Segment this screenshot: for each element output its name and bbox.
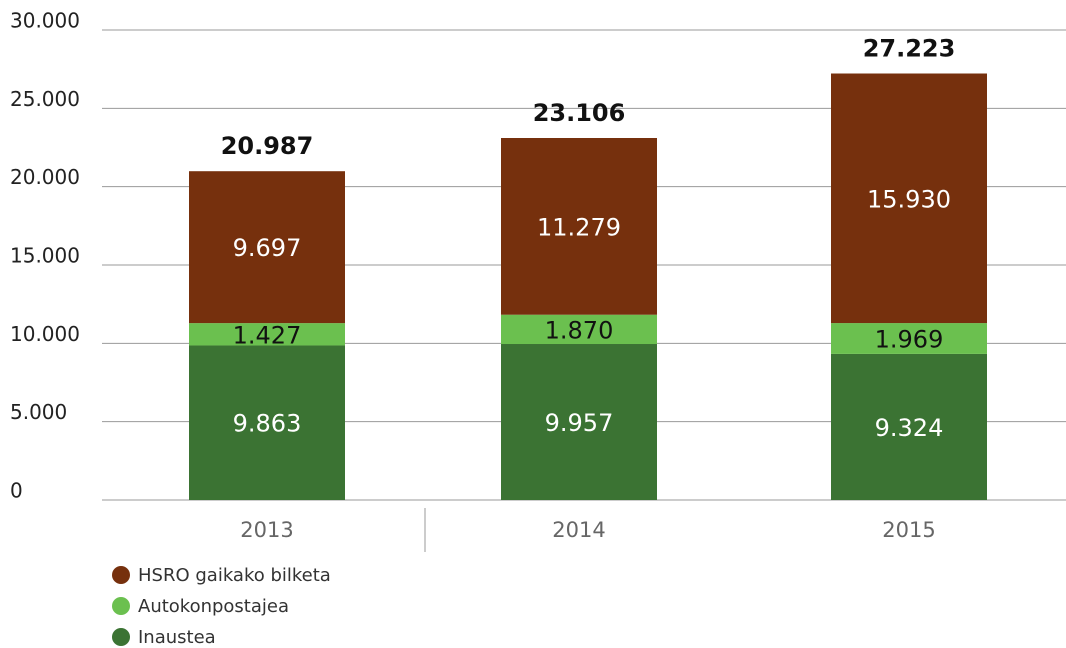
x-tick-label: 2014 xyxy=(552,518,605,542)
bar-segment xyxy=(831,323,987,354)
legend-swatch xyxy=(112,597,130,615)
y-tick-label: 10.000 xyxy=(10,322,80,346)
bar-segment xyxy=(189,171,345,324)
bar-segment xyxy=(189,323,345,346)
bar-segment xyxy=(501,138,657,315)
legend-label: Inaustea xyxy=(138,627,216,648)
segment-label: 1.870 xyxy=(545,316,614,344)
segment-label: 11.279 xyxy=(537,213,621,241)
x-tick-label: 2015 xyxy=(882,518,935,542)
total-label: 23.106 xyxy=(533,99,626,127)
legend-label: HSRO gaikako bilketa xyxy=(138,565,331,586)
total-label: 27.223 xyxy=(863,35,956,63)
segment-label: 1.969 xyxy=(875,326,944,354)
legend-swatch xyxy=(112,566,130,584)
y-tick-label: 0 xyxy=(10,479,23,503)
bar-segment xyxy=(189,345,345,500)
y-tick-label: 20.000 xyxy=(10,165,80,189)
legend-label: Autokonpostajea xyxy=(138,596,289,617)
segment-label: 9.957 xyxy=(545,409,614,437)
bar-segment xyxy=(831,73,987,324)
segment-label: 9.863 xyxy=(233,410,302,438)
segment-label: 15.930 xyxy=(867,185,951,213)
y-tick-label: 15.000 xyxy=(10,244,80,268)
y-tick-label: 25.000 xyxy=(10,87,80,111)
total-label: 20.987 xyxy=(221,132,314,160)
bar-segment xyxy=(831,353,987,500)
y-tick-label: 5.000 xyxy=(10,400,67,424)
y-tick-label: 30.000 xyxy=(10,9,80,33)
legend-swatch xyxy=(112,628,130,646)
segment-label: 9.697 xyxy=(233,234,302,262)
bar-segment xyxy=(501,314,657,345)
segment-label: 1.427 xyxy=(233,321,302,349)
x-tick-label: 2013 xyxy=(240,518,293,542)
bar-segment xyxy=(501,344,657,500)
segment-label: 9.324 xyxy=(875,414,944,442)
